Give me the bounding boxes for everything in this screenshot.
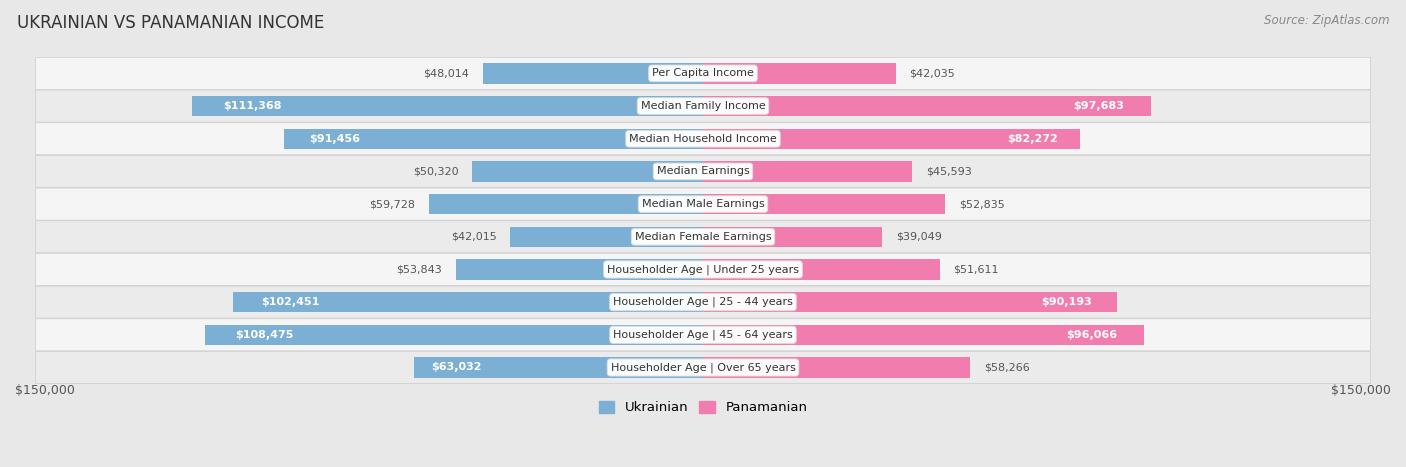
FancyBboxPatch shape [35,90,1371,122]
Bar [703,63,896,84]
Bar [703,357,970,378]
Text: $97,683: $97,683 [1073,101,1125,111]
FancyBboxPatch shape [35,286,1371,318]
Text: $58,266: $58,266 [984,362,1029,373]
Bar [703,161,912,182]
Bar [472,161,703,182]
Text: $150,000: $150,000 [1331,384,1391,397]
Text: $108,475: $108,475 [235,330,294,340]
Bar [193,96,703,116]
Text: $90,193: $90,193 [1040,297,1092,307]
Text: $111,368: $111,368 [222,101,281,111]
Text: $91,456: $91,456 [309,134,360,144]
FancyBboxPatch shape [35,57,1371,89]
Bar [482,63,703,84]
Text: $59,728: $59,728 [370,199,415,209]
Bar [456,259,703,280]
Text: $63,032: $63,032 [432,362,482,373]
Bar [703,226,882,247]
Bar [703,194,945,214]
Text: Median Family Income: Median Family Income [641,101,765,111]
Bar [703,96,1152,116]
Text: Median Earnings: Median Earnings [657,166,749,177]
FancyBboxPatch shape [35,352,1371,383]
Text: $39,049: $39,049 [896,232,942,242]
Text: $51,611: $51,611 [953,264,1000,275]
Bar [284,128,703,149]
Bar [703,325,1143,345]
Text: Median Female Earnings: Median Female Earnings [634,232,772,242]
FancyBboxPatch shape [35,156,1371,187]
Bar [703,128,1080,149]
Text: $50,320: $50,320 [413,166,458,177]
Bar [413,357,703,378]
Text: $96,066: $96,066 [1066,330,1118,340]
Text: $52,835: $52,835 [959,199,1005,209]
Text: Median Household Income: Median Household Income [628,134,778,144]
Text: Per Capita Income: Per Capita Income [652,68,754,78]
Text: $53,843: $53,843 [396,264,443,275]
Text: Householder Age | 25 - 44 years: Householder Age | 25 - 44 years [613,297,793,307]
Bar [205,325,703,345]
Text: Householder Age | Over 65 years: Householder Age | Over 65 years [610,362,796,373]
Text: $42,035: $42,035 [910,68,955,78]
Text: $45,593: $45,593 [927,166,972,177]
Text: $48,014: $48,014 [423,68,470,78]
FancyBboxPatch shape [35,319,1371,351]
Text: UKRAINIAN VS PANAMANIAN INCOME: UKRAINIAN VS PANAMANIAN INCOME [17,14,325,32]
Bar [703,259,939,280]
FancyBboxPatch shape [35,254,1371,285]
FancyBboxPatch shape [35,221,1371,253]
Legend: Ukrainian, Panamanian: Ukrainian, Panamanian [593,396,813,420]
Text: $82,272: $82,272 [1007,134,1057,144]
Bar [429,194,703,214]
FancyBboxPatch shape [35,188,1371,220]
Bar [233,292,703,312]
Bar [510,226,703,247]
Text: Householder Age | Under 25 years: Householder Age | Under 25 years [607,264,799,275]
Bar [703,292,1116,312]
Text: Source: ZipAtlas.com: Source: ZipAtlas.com [1264,14,1389,27]
Text: $42,015: $42,015 [451,232,496,242]
Text: $102,451: $102,451 [262,297,319,307]
Text: Median Male Earnings: Median Male Earnings [641,199,765,209]
Text: Householder Age | 45 - 64 years: Householder Age | 45 - 64 years [613,330,793,340]
FancyBboxPatch shape [35,123,1371,155]
Text: $150,000: $150,000 [15,384,75,397]
